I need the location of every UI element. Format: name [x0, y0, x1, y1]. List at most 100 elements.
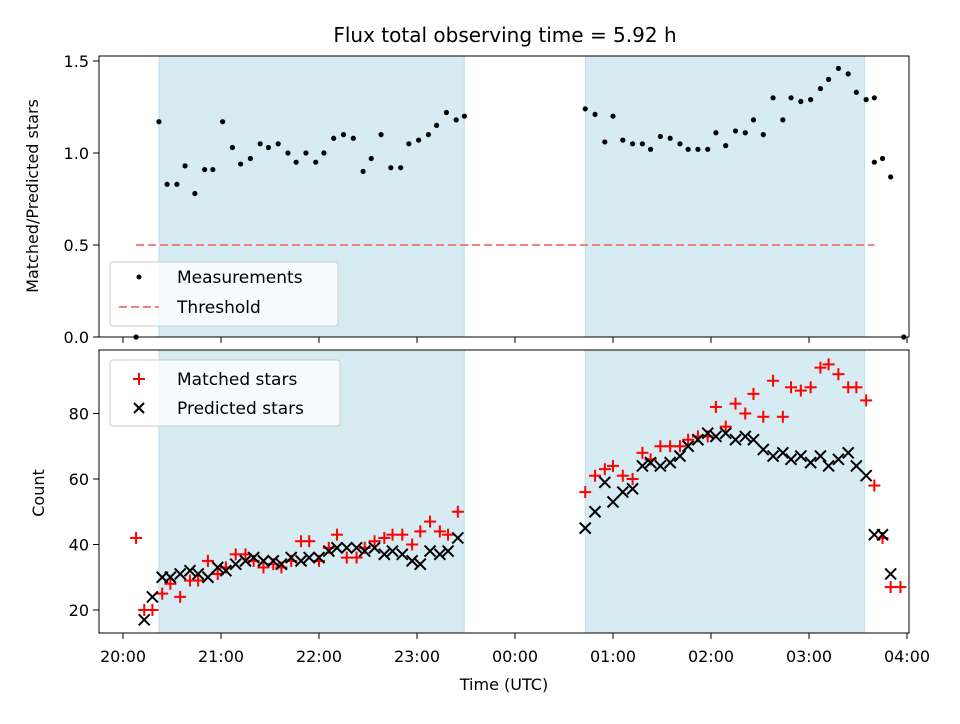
measurement-point: [871, 159, 877, 165]
predicted-star-point: [423, 544, 437, 558]
bottom-y-tick-label: 80: [69, 405, 89, 424]
top-y-tick-label: 1.5: [64, 52, 89, 71]
matched-star-point: [156, 587, 169, 600]
predicted-star-point: [451, 531, 465, 545]
predicted-star-point: [757, 443, 770, 456]
measurement-point: [742, 130, 748, 136]
predicted-star-point: [822, 459, 835, 473]
predicted-star-point: [709, 430, 723, 443]
measurement-point: [321, 150, 327, 156]
predicted-star-point: [663, 456, 677, 469]
matched-star-point: [414, 525, 427, 538]
predicted-star-point: [405, 554, 419, 568]
matched-star-point: [739, 407, 752, 420]
x-axis-label: Time (UTC): [459, 675, 548, 694]
measurement-point: [592, 111, 598, 117]
predicted-star-point: [876, 528, 889, 541]
measurement-point: [398, 165, 404, 171]
matched-star-point: [579, 486, 592, 499]
measurement-point: [229, 144, 236, 151]
predicted-star-point: [739, 430, 752, 443]
bottom-y-axis-label: Count: [29, 469, 48, 517]
predicted-star-point: [766, 449, 780, 463]
predicted-star-point: [191, 567, 205, 581]
predicted-star-point: [368, 541, 381, 554]
matched-star-point: [433, 525, 446, 538]
predicted-star-point: [832, 453, 845, 466]
predicted-star-point: [239, 554, 252, 568]
measurement-point: [453, 117, 459, 123]
top-y-tick-label: 0.5: [64, 236, 89, 255]
measurement-point: [303, 150, 309, 156]
matched-star-point: [330, 528, 343, 541]
matched-star-point: [396, 528, 409, 541]
top-y-axis-label: Matched/Predicted stars: [23, 99, 42, 293]
measurement-point: [220, 119, 226, 125]
predicted-star-point: [729, 433, 742, 446]
matched-star-point: [130, 531, 143, 544]
x-tick-label: 04:00: [884, 647, 930, 666]
observing-window-1: [584, 349, 866, 634]
measurement-point: [293, 159, 299, 165]
bottom-axes-frame: [98, 349, 910, 634]
predicted-star-point: [859, 469, 873, 482]
matched-star-point: [174, 590, 187, 603]
predicted-star-point: [433, 548, 447, 561]
measurement-point: [368, 155, 374, 162]
matched-star-point: [814, 361, 827, 374]
matched-star-point: [776, 410, 789, 423]
matched-legend-label: Matched stars: [177, 370, 297, 390]
predicted-star-point: [378, 548, 391, 561]
bottom-legend: Matched stars Predicted stars: [109, 359, 341, 427]
predicted-star-point: [294, 554, 308, 568]
measurement-point: [285, 150, 291, 156]
matched-star-point: [442, 528, 455, 541]
matched-star-point: [785, 381, 798, 394]
x-tick-label: 02:00: [688, 647, 734, 666]
measurement-point: [461, 113, 467, 119]
bottom-y-ticks: 20 40 60 80: [69, 405, 99, 620]
predicted-star-point: [312, 551, 326, 564]
predicted-star-point: [719, 426, 732, 440]
measurement-point: [610, 113, 616, 119]
measurement-point: [247, 155, 253, 162]
measurement-point: [416, 137, 422, 143]
measurement-point: [378, 132, 384, 138]
matched-star-point: [729, 397, 742, 410]
top-legend: Measurements Threshold: [109, 261, 339, 327]
measurement-point: [871, 95, 877, 101]
measurement-point: [879, 155, 886, 162]
x-tick-label: 20:00: [100, 647, 146, 666]
x-tick-label: 22:00: [296, 647, 342, 666]
measurement-point: [202, 166, 208, 173]
matched-star-point: [794, 384, 807, 397]
matched-star-point: [626, 473, 639, 485]
predicted-star-point: [636, 459, 649, 473]
predicted-star-point: [211, 561, 224, 574]
predicted-star-point: [681, 440, 695, 453]
matched-star-point: [673, 440, 686, 453]
top-axes-frame: [98, 55, 910, 338]
predicted-star-point: [579, 521, 592, 535]
measurement-point: [657, 133, 663, 140]
measurement-point: [192, 190, 198, 197]
measurement-point: [406, 141, 412, 147]
measurement-points: [133, 65, 907, 340]
measurements-legend-marker: [136, 274, 142, 280]
x-tick-label: 23:00: [394, 647, 440, 666]
measurements-legend-label: Measurements: [177, 268, 303, 288]
matched-star-point: [894, 581, 907, 594]
predicted-star-point: [673, 449, 687, 463]
predicted-star-point: [441, 544, 455, 558]
measurement-point: [275, 141, 281, 147]
matched-star-point: [257, 561, 270, 574]
predicted-star-point: [814, 449, 827, 463]
predicted-star-point: [598, 476, 612, 489]
predicted-star-point: [330, 541, 344, 554]
matched-star-point: [850, 381, 863, 394]
measurement-point: [630, 141, 636, 147]
measurement-point: [732, 128, 739, 134]
measurement-point: [826, 76, 832, 82]
matched-star-point: [616, 469, 629, 482]
matched-star-point: [146, 604, 159, 616]
